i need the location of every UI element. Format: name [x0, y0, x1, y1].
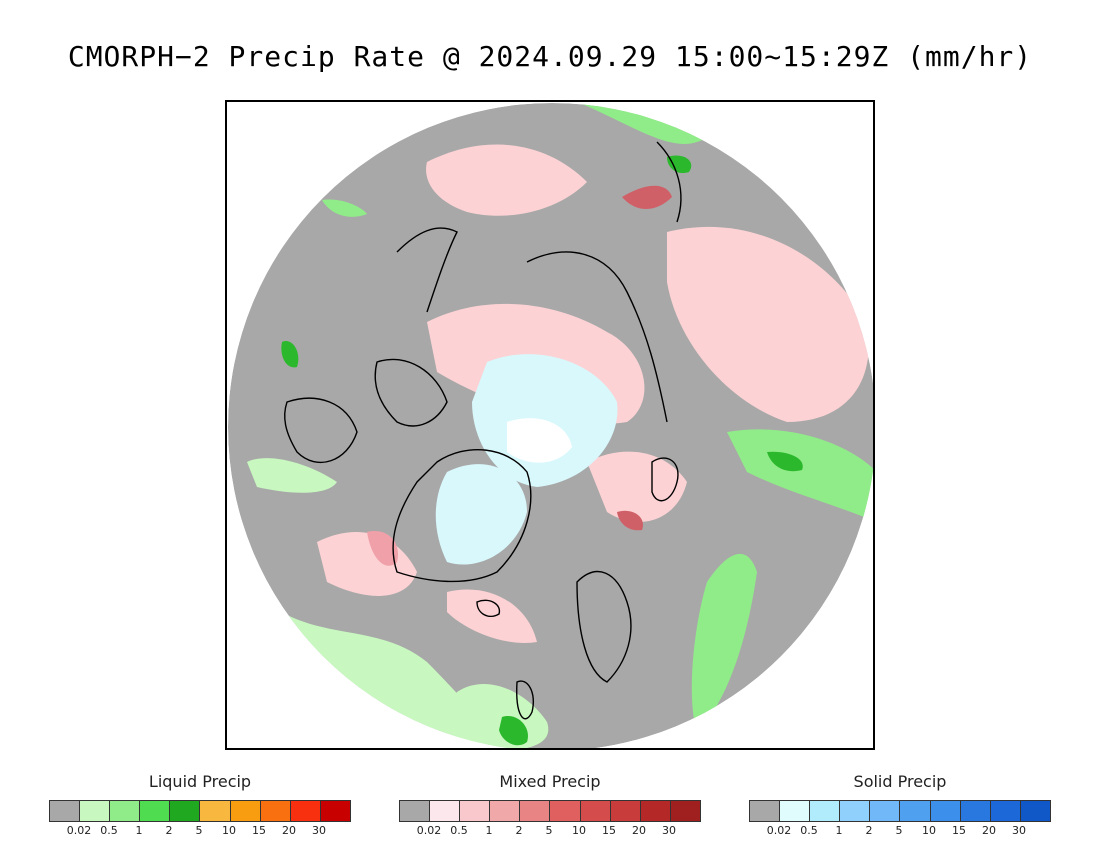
mixed-area-okhotsk-heavy: [622, 185, 672, 210]
map-title: CMORPH−2 Precip Rate @ 2024.09.29 15:00~…: [67, 40, 1033, 73]
mixed-area-barents: [587, 451, 687, 522]
legend-swatch: [230, 801, 261, 821]
legend-swatch: [260, 801, 291, 821]
legend-swatch: [80, 801, 111, 821]
legend-swatch: [610, 801, 641, 821]
legend-tick-label: 1: [135, 824, 143, 837]
tick-labels: 0.02 0.5 1 2 5 10 15 20 30: [749, 824, 1051, 838]
legend-swatch: [140, 801, 171, 821]
legend-tick-label: 0.02: [66, 824, 92, 837]
legend-swatch: [870, 801, 901, 821]
liquid-area-russia-west: [691, 553, 757, 732]
legend-swatch: [550, 801, 581, 821]
legend-tick-label: 30: [662, 824, 676, 837]
legend-swatch: [840, 801, 871, 821]
legend-tick-label: 10: [572, 824, 586, 837]
legend-title: Liquid Precip: [148, 772, 252, 791]
legend-swatch: [460, 801, 491, 821]
solid-area-greenland: [435, 464, 527, 565]
coastline-britain: [516, 680, 534, 720]
legend-tick-label: 0.02: [416, 824, 442, 837]
legend-swatch: [780, 801, 811, 821]
legend-title: Solid Precip: [853, 772, 947, 791]
mixed-area-siberia-north: [667, 226, 869, 422]
legend-swatch: [490, 801, 521, 821]
legend-tick-label: 10: [922, 824, 936, 837]
legend-tick-label: 5: [195, 824, 203, 837]
legend-swatch: [810, 801, 841, 821]
legend-swatch: [930, 801, 961, 821]
legend-tick-label: 1: [835, 824, 843, 837]
legend-tick-label: 10: [222, 824, 236, 837]
legend-tick-label: 15: [602, 824, 616, 837]
legend-swatch: [50, 801, 81, 821]
liquid-area-pacific: [322, 199, 367, 217]
legend-swatch: [320, 801, 350, 821]
legend-tick-label: 0.02: [766, 824, 792, 837]
legend-tick-label: 15: [252, 824, 266, 837]
coastline-hudson-bay: [284, 397, 358, 463]
liquid-area-kamchatka-heavy: [667, 155, 692, 174]
legend-title: Mixed Precip: [499, 772, 601, 791]
legend-tick-label: 0.5: [100, 824, 118, 837]
legend-swatch: [960, 801, 991, 821]
coastline-siberia: [526, 251, 668, 423]
coastline-kamchatka: [656, 141, 682, 223]
coastline-novaya-zemlya: [651, 457, 679, 502]
legend-tick-label: 30: [312, 824, 326, 837]
liquid-area-north-america-heavy: [281, 341, 299, 368]
solid-area-pole-white: [507, 418, 572, 463]
legend-tick-label: 20: [282, 824, 296, 837]
legend-tick-label: 20: [632, 824, 646, 837]
legend-tick-label: 5: [895, 824, 903, 837]
legend-swatch: [200, 801, 231, 821]
mixed-area-greenland-east: [367, 531, 398, 566]
legend-tick-label: 0.5: [450, 824, 468, 837]
legend-tick-label: 5: [545, 824, 553, 837]
liquid-area-siberia: [727, 429, 873, 522]
color-scale: [399, 800, 701, 822]
coastline-greenland: [392, 449, 532, 583]
mixed-area-barents-heavy: [617, 510, 643, 531]
legend-liquid: Liquid Precip 0.02 0.5 1 2 5 10 15 20 30: [49, 772, 351, 838]
coastline-alaska: [396, 227, 458, 313]
legend-swatch: [1020, 801, 1050, 821]
legend-swatch: [400, 801, 431, 821]
liquid-area-siberia-heavy: [767, 451, 803, 472]
legend-swatch: [520, 801, 551, 821]
legend-tick-label: 1: [485, 824, 493, 837]
legend-tick-label: 2: [165, 824, 173, 837]
legend-swatch: [900, 801, 931, 821]
polar-map-canvas: [228, 103, 873, 748]
legend-tick-label: 20: [982, 824, 996, 837]
precip-map: [225, 100, 875, 750]
legend-tick-label: 2: [865, 824, 873, 837]
tick-labels: 0.02 0.5 1 2 5 10 15 20 30: [399, 824, 701, 838]
legend-swatch: [670, 801, 700, 821]
liquid-area-uk-heavy: [499, 716, 528, 746]
legend-swatch: [580, 801, 611, 821]
legend-mixed: Mixed Precip 0.02 0.5 1 2 5 10 15 20 30: [399, 772, 701, 838]
legend-tick-label: 30: [1012, 824, 1026, 837]
coastline-canadian-archipelago: [374, 358, 448, 427]
legend-swatch: [110, 801, 141, 821]
legend-swatch: [750, 801, 781, 821]
legend-tick-label: 2: [515, 824, 523, 837]
liquid-area-north-america: [247, 458, 337, 493]
color-scale: [49, 800, 351, 822]
legend-swatch: [990, 801, 1021, 821]
legend-tick-label: 0.5: [800, 824, 818, 837]
coastline-scandinavia: [576, 571, 632, 683]
mixed-area-alaska: [426, 144, 587, 216]
legend-swatch: [430, 801, 461, 821]
color-scale: [749, 800, 1051, 822]
coastline-iceland: [476, 599, 501, 618]
legend-swatch: [640, 801, 671, 821]
legend-tick-label: 15: [952, 824, 966, 837]
tick-labels: 0.02 0.5 1 2 5 10 15 20 30: [49, 824, 351, 838]
legend-swatch: [170, 801, 201, 821]
legend-solid: Solid Precip 0.02 0.5 1 2 5 10 15 20 30: [749, 772, 1051, 838]
legend-swatch: [290, 801, 321, 821]
